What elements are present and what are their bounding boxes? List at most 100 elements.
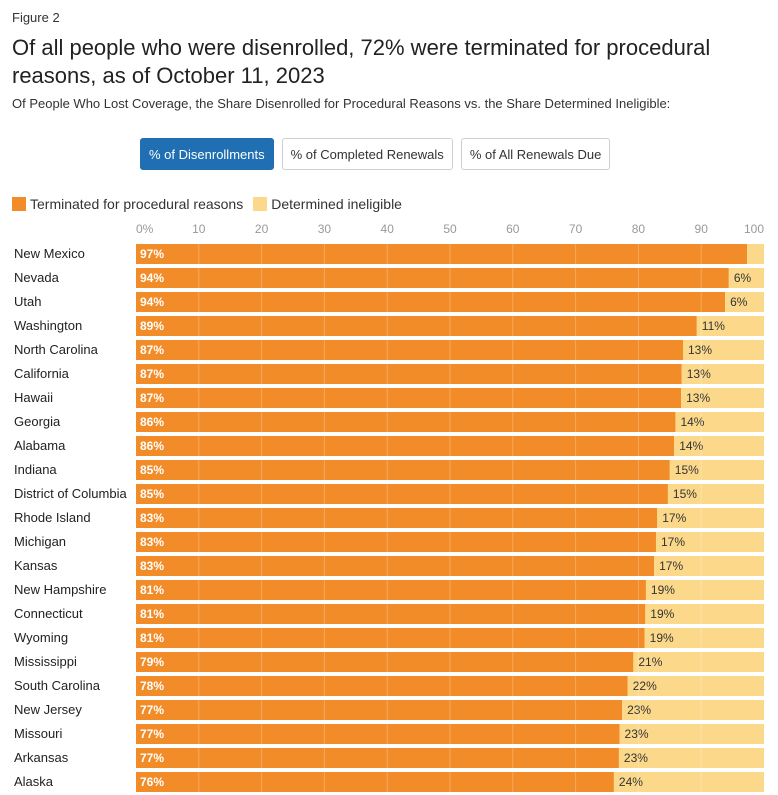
bar-procedural [136, 340, 683, 360]
value-label-ineligible: 13% [688, 343, 712, 357]
bar-ineligible [654, 556, 764, 576]
state-label: Arkansas [14, 750, 69, 765]
state-label: Mississippi [14, 654, 77, 669]
state-label: Washington [14, 318, 82, 333]
value-label-ineligible: 17% [661, 535, 685, 549]
tab-all-renewals-due[interactable]: % of All Renewals Due [460, 138, 611, 170]
value-label-ineligible: 19% [651, 583, 675, 597]
bar-procedural [136, 604, 646, 624]
bar-ineligible [747, 244, 764, 264]
x-tick-label: 50 [443, 222, 457, 236]
chart-subtitle: Of People Who Lost Coverage, the Share D… [12, 96, 671, 111]
state-label: Georgia [14, 414, 61, 429]
value-label-procedural: 87% [140, 367, 164, 381]
state-label: Missouri [14, 726, 63, 741]
bar-ineligible [667, 484, 764, 504]
state-label: Indiana [14, 462, 57, 477]
value-label-ineligible: 13% [686, 391, 710, 405]
state-label: North Carolina [14, 342, 99, 357]
bar-procedural [136, 460, 670, 480]
value-label-procedural: 85% [140, 463, 164, 477]
bar-ineligible [618, 748, 764, 768]
value-label-procedural: 81% [140, 607, 164, 621]
value-label-procedural: 86% [140, 439, 164, 453]
value-label-procedural: 81% [140, 631, 164, 645]
bar-procedural [136, 292, 726, 312]
bar-procedural [136, 316, 697, 336]
value-label-ineligible: 11% [702, 319, 725, 333]
legend-label-procedural: Terminated for procedural reasons [30, 196, 244, 212]
value-label-ineligible: 22% [633, 679, 657, 693]
legend-item-ineligible: Determined ineligible [253, 196, 402, 212]
bar-procedural [136, 652, 634, 672]
bar-procedural [136, 724, 620, 744]
bar-procedural [136, 772, 614, 792]
bar-ineligible [682, 340, 764, 360]
bar-ineligible [696, 316, 764, 336]
value-label-ineligible: 17% [662, 511, 686, 525]
bar-ineligible [681, 364, 764, 384]
x-tick-label: 30 [318, 222, 332, 236]
tab-disenrollments[interactable]: % of Disenrollments [140, 138, 274, 170]
bar-ineligible [613, 772, 764, 792]
state-label: New Hampshire [14, 582, 106, 597]
bar-ineligible [681, 388, 764, 408]
bar-procedural [136, 388, 682, 408]
state-label: Connecticut [14, 606, 83, 621]
state-label: New Jersey [14, 702, 82, 717]
value-label-ineligible: 17% [659, 559, 683, 573]
state-label: Hawaii [14, 390, 53, 405]
bar-procedural [136, 268, 729, 288]
state-label: Nevada [14, 270, 60, 285]
bar-ineligible [674, 436, 764, 456]
stacked-bar-chart: 0% 10 20 30 40 50 60 70 80 90 100 New Mexico 97% Neva… [14, 222, 764, 792]
chart-title: Of all people who were disenrolled, 72% … [12, 35, 711, 88]
state-label: Rhode Island [14, 510, 91, 525]
bar-ineligible [644, 628, 764, 648]
figure-label: Figure 2 [12, 10, 60, 25]
value-label-procedural: 78% [140, 679, 164, 693]
value-label-ineligible: 21% [638, 655, 662, 669]
x-tick-label: 90 [695, 222, 709, 236]
bar-ineligible [633, 652, 764, 672]
bar-procedural [136, 532, 656, 552]
legend-swatch-procedural [12, 197, 26, 211]
legend-item-procedural: Terminated for procedural reasons [12, 196, 243, 212]
value-label-procedural: 94% [140, 295, 164, 309]
value-label-ineligible: 6% [730, 295, 748, 309]
value-label-ineligible: 13% [687, 367, 711, 381]
bar-procedural [136, 244, 748, 264]
value-label-ineligible: 15% [675, 463, 699, 477]
value-label-ineligible: 19% [650, 631, 674, 645]
bar-ineligible [725, 292, 764, 312]
bar-ineligible [645, 604, 764, 624]
legend-swatch-ineligible [253, 197, 268, 211]
x-tick-label: 0% [136, 222, 154, 236]
value-label-procedural: 83% [140, 559, 164, 573]
bar-procedural [136, 436, 675, 456]
value-label-procedural: 77% [140, 751, 164, 765]
x-tick-label: 20 [255, 222, 269, 236]
state-label: New Mexico [14, 246, 85, 261]
bar-ineligible [645, 580, 764, 600]
x-tick-label: 40 [381, 222, 395, 236]
bar-procedural [136, 700, 623, 720]
state-label: Michigan [14, 534, 66, 549]
value-label-procedural: 77% [140, 727, 164, 741]
bar-ineligible [675, 412, 764, 432]
value-label-procedural: 87% [140, 391, 164, 405]
bar-ineligible [728, 268, 764, 288]
tab-completed-renewals[interactable]: % of Completed Renewals [281, 138, 453, 170]
x-tick-label: 80 [632, 222, 646, 236]
x-tick-label: 70 [569, 222, 583, 236]
value-label-procedural: 79% [140, 655, 164, 669]
value-label-ineligible: 24% [619, 775, 643, 789]
bar-procedural [136, 748, 619, 768]
value-label-ineligible: 23% [624, 751, 648, 765]
view-tabs: % of Disenrollments % of Completed Renew… [140, 138, 611, 170]
bar-ineligible [627, 676, 764, 696]
state-label: Wyoming [14, 630, 68, 645]
value-label-procedural: 94% [140, 271, 164, 285]
value-label-procedural: 81% [140, 583, 164, 597]
value-label-ineligible: 14% [680, 415, 704, 429]
